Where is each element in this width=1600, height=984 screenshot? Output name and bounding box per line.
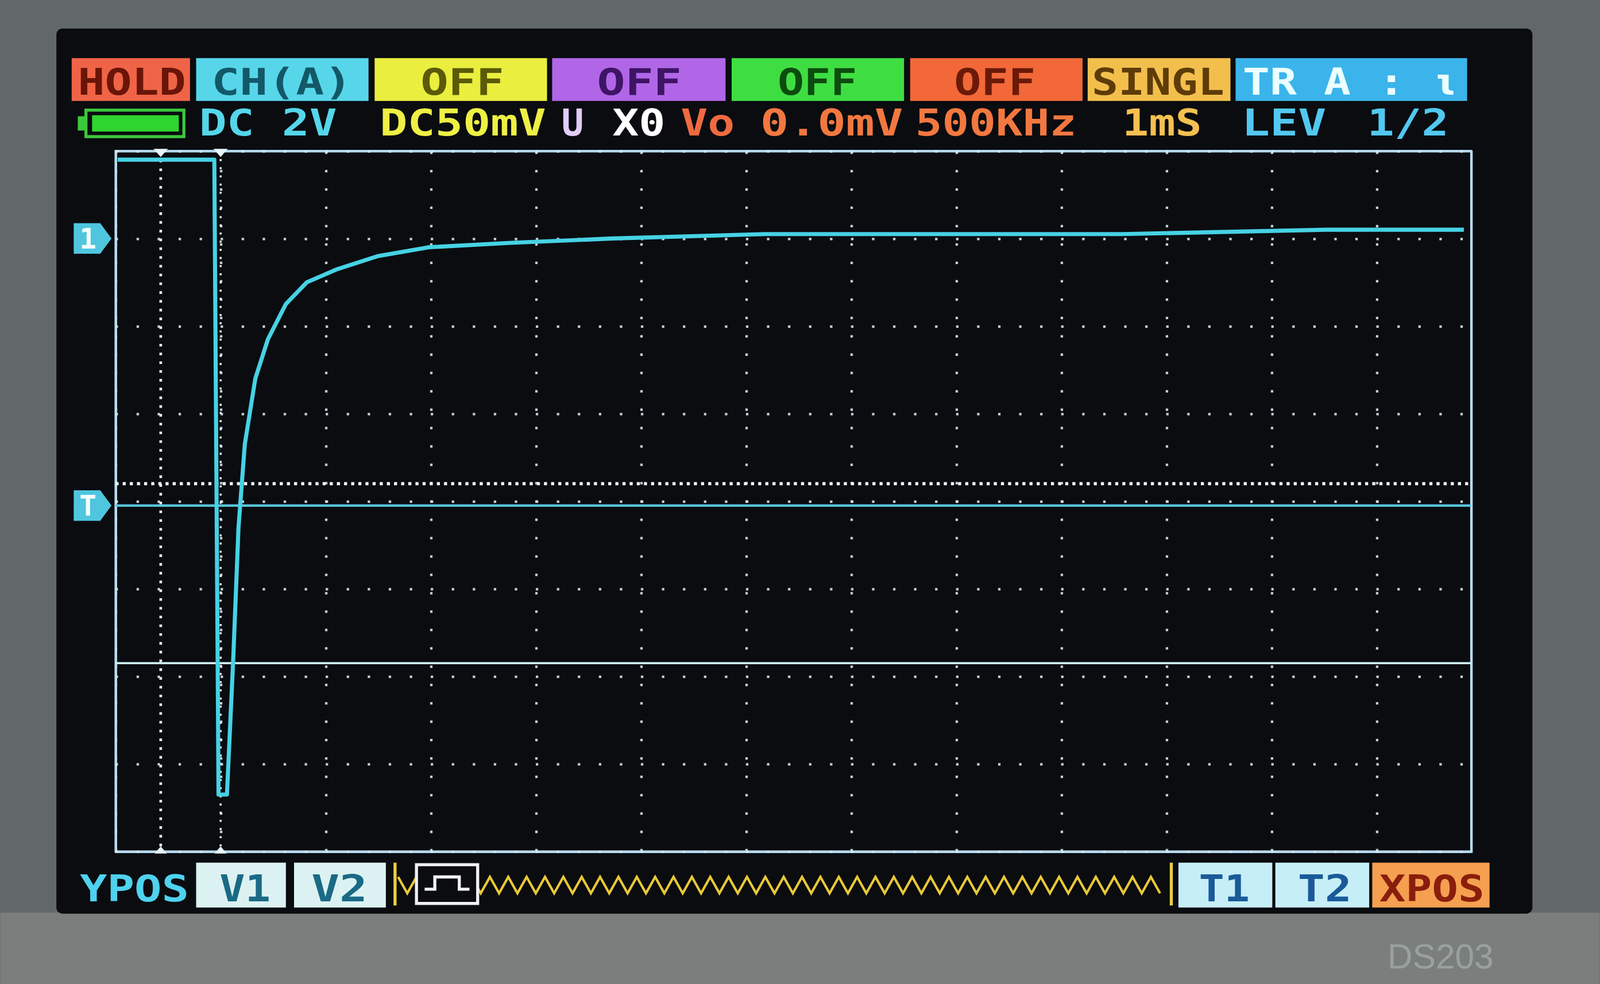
header-row2: DC 2V DC50mV U X0 Vo 0.0mV500KHz 1mS LEV 1/2 (199, 101, 1449, 145)
status-label: TR A : ι (1242, 60, 1460, 104)
trigger-marker-label: T (79, 489, 97, 523)
footer-label: YPOS (79, 867, 189, 911)
status-value: DC 2V (199, 101, 338, 145)
wave-icon (424, 877, 470, 890)
cursor-v2 (115, 662, 1472, 665)
bar-edge (393, 863, 397, 907)
footer-label: XPOS (1379, 867, 1485, 911)
cursor-v1 (115, 482, 1472, 486)
status-label: OFF (777, 60, 858, 104)
y-grid-line (115, 588, 1472, 591)
y-tick (115, 501, 1472, 503)
scope-photo: HOLDCH(A)OFFOFFOFFOFFSINGLTR A : ιDC 2VD… (0, 0, 1600, 984)
plot-area (115, 151, 1472, 852)
y-tick (115, 589, 1472, 591)
status-value: 500KHz (915, 101, 1077, 145)
status-label: SINGL (1091, 60, 1225, 104)
cursor-handle-top (153, 148, 168, 157)
status-value: 1mS (1122, 101, 1203, 145)
y-grid-line (115, 763, 1472, 766)
battery-nub (77, 116, 86, 131)
footer: YPOS V1 V2 T1 T2 XPOS (79, 863, 1490, 911)
y-grid-line (115, 500, 1472, 504)
x-axis (116, 151, 1472, 853)
y-grid-line (115, 851, 1472, 854)
y-grid-line (115, 237, 1472, 241)
status-value: U (561, 101, 584, 145)
y-tick (115, 326, 1472, 328)
y-grid-line (115, 412, 1472, 416)
zigzag-bar (397, 877, 1161, 894)
status-label: OFF (420, 60, 505, 104)
y-tick (115, 238, 1472, 240)
y-tick (115, 413, 1472, 415)
footer-label: V1 (219, 867, 271, 911)
status-value: DC50mV (379, 101, 547, 145)
battery-outline (86, 110, 185, 137)
status-value: Vo (680, 101, 735, 145)
waveform (117, 159, 1464, 795)
device-case-lower (0, 913, 1600, 984)
cursor-handle-bottom (214, 846, 227, 854)
y-grid-line (115, 325, 1472, 328)
cursor-handle-top (213, 148, 228, 157)
wave-icon-box (416, 864, 478, 904)
device-label: DS203 (1387, 937, 1494, 977)
y-grid-line (115, 150, 1472, 153)
plot-frame (115, 151, 1472, 852)
device-case (0, 0, 1600, 984)
status-label: OFF (953, 60, 1036, 104)
y-tick (115, 151, 1472, 153)
status-value: 1/2 (1367, 101, 1449, 145)
footer-label: T2 (1297, 867, 1352, 911)
status-label: HOLD (77, 60, 186, 104)
trigger-level (115, 504, 1472, 507)
channel-marker-label: 1 (79, 222, 97, 256)
status-value: LEV (1241, 101, 1327, 145)
y-axis (115, 151, 1472, 853)
footer-label: T1 (1198, 867, 1250, 911)
y-tick (115, 676, 1472, 678)
battery-level (91, 115, 179, 132)
bar-edge (1169, 863, 1173, 907)
cursor-t1 (159, 151, 163, 852)
cursor-handle-bottom (154, 846, 167, 854)
header-row1: HOLD CH(A) OFF OFF OFF OFF SINGL TR A : ι (71, 58, 1468, 104)
y-tick (115, 851, 1472, 853)
x-axis-line (116, 151, 1472, 853)
y-tick (115, 764, 1472, 766)
status-label: OFF (597, 60, 682, 104)
y-axis-line (116, 151, 1472, 853)
status-label: CH(A) (211, 60, 353, 104)
status-value: X0 (612, 101, 666, 145)
y-grid-line (115, 675, 1472, 679)
status-value: 0.0mV (760, 101, 904, 145)
footer-label: V2 (311, 867, 368, 911)
screen (56, 28, 1533, 915)
